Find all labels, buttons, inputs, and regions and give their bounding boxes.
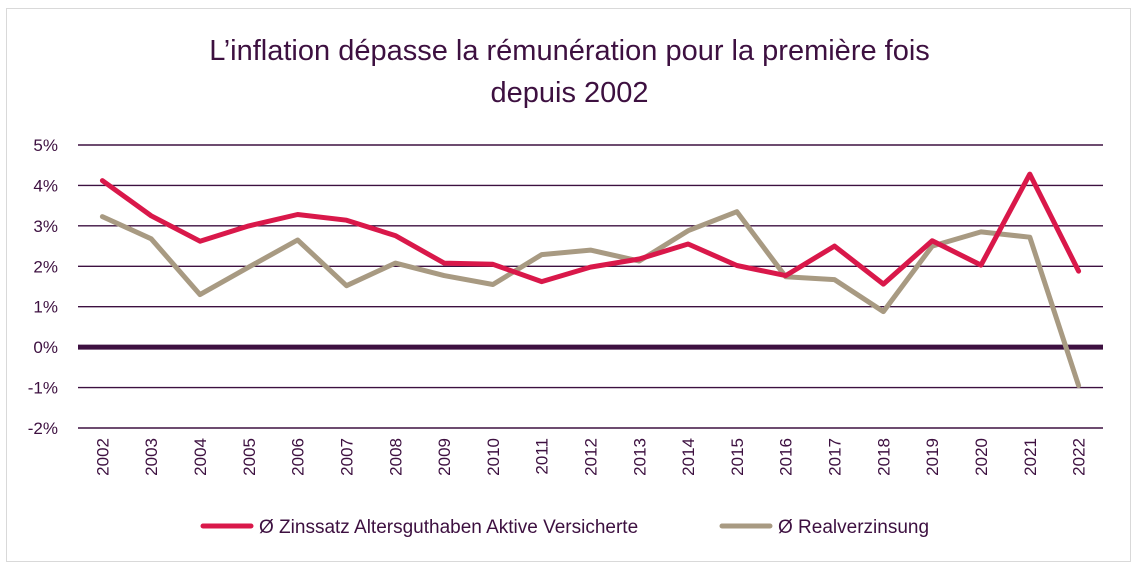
legend: Ø Zinssatz Altersguthaben Aktive Versich… (200, 517, 929, 538)
x-axis-ticks: 2002 2003 2004 2005 2006 2007 2008 2009 2010 2011… (93, 438, 1088, 476)
series-line-0 (99, 171, 1082, 287)
x-tick-label: 2020 (972, 438, 991, 476)
y-tick-label: 1% (33, 298, 58, 317)
x-tick-label: 2008 (386, 438, 405, 476)
x-tick-label: 2016 (777, 438, 796, 476)
x-tick-label: 2013 (630, 438, 649, 476)
x-tick-label: 2003 (142, 438, 161, 476)
y-tick-label: 0% (33, 338, 58, 357)
y-tick-label: 2% (33, 257, 58, 276)
y-tick-label: -1% (28, 379, 58, 398)
x-tick-label: 2021 (1021, 438, 1040, 476)
x-tick-label: 2018 (874, 438, 893, 476)
series-lines (99, 171, 1082, 389)
x-tick-label: 2019 (923, 438, 942, 476)
legend-label: Ø Zinssatz Altersguthaben Aktive Versich… (259, 517, 638, 538)
x-tick-label: 2011 (533, 438, 552, 475)
x-tick-label: 2014 (679, 438, 698, 476)
x-tick-label: 2007 (337, 438, 356, 476)
y-tick-label: -2% (28, 419, 58, 438)
y-tick-label: 5% (33, 136, 58, 155)
x-tick-label: 2010 (484, 438, 503, 476)
y-tick-label: 4% (33, 176, 58, 195)
x-tick-label: 2012 (582, 438, 601, 476)
grid-lines (78, 144, 1103, 429)
x-tick-label: 2022 (1070, 438, 1089, 476)
legend-label: Ø Realverzinsung (778, 517, 929, 538)
x-tick-label: 2015 (728, 438, 747, 476)
x-tick-label: 2006 (289, 438, 308, 476)
chart-title-line2: depuis 2002 (490, 77, 649, 109)
x-tick-label: 2009 (435, 438, 454, 476)
chart-title-line1: L’inflation dépasse la rémunération pour… (209, 35, 930, 67)
series-line-1 (99, 209, 1082, 389)
x-tick-label: 2002 (93, 438, 112, 476)
y-tick-label: 3% (33, 217, 58, 236)
x-tick-label: 2017 (826, 438, 845, 476)
chart-title: L’inflation dépasse la rémunération pour… (0, 30, 1139, 114)
x-tick-label: 2004 (191, 438, 210, 476)
x-tick-label: 2005 (240, 438, 259, 476)
y-axis-ticks: 5% 4% 3% 2% 1% 0% -1% -2% (28, 136, 58, 438)
